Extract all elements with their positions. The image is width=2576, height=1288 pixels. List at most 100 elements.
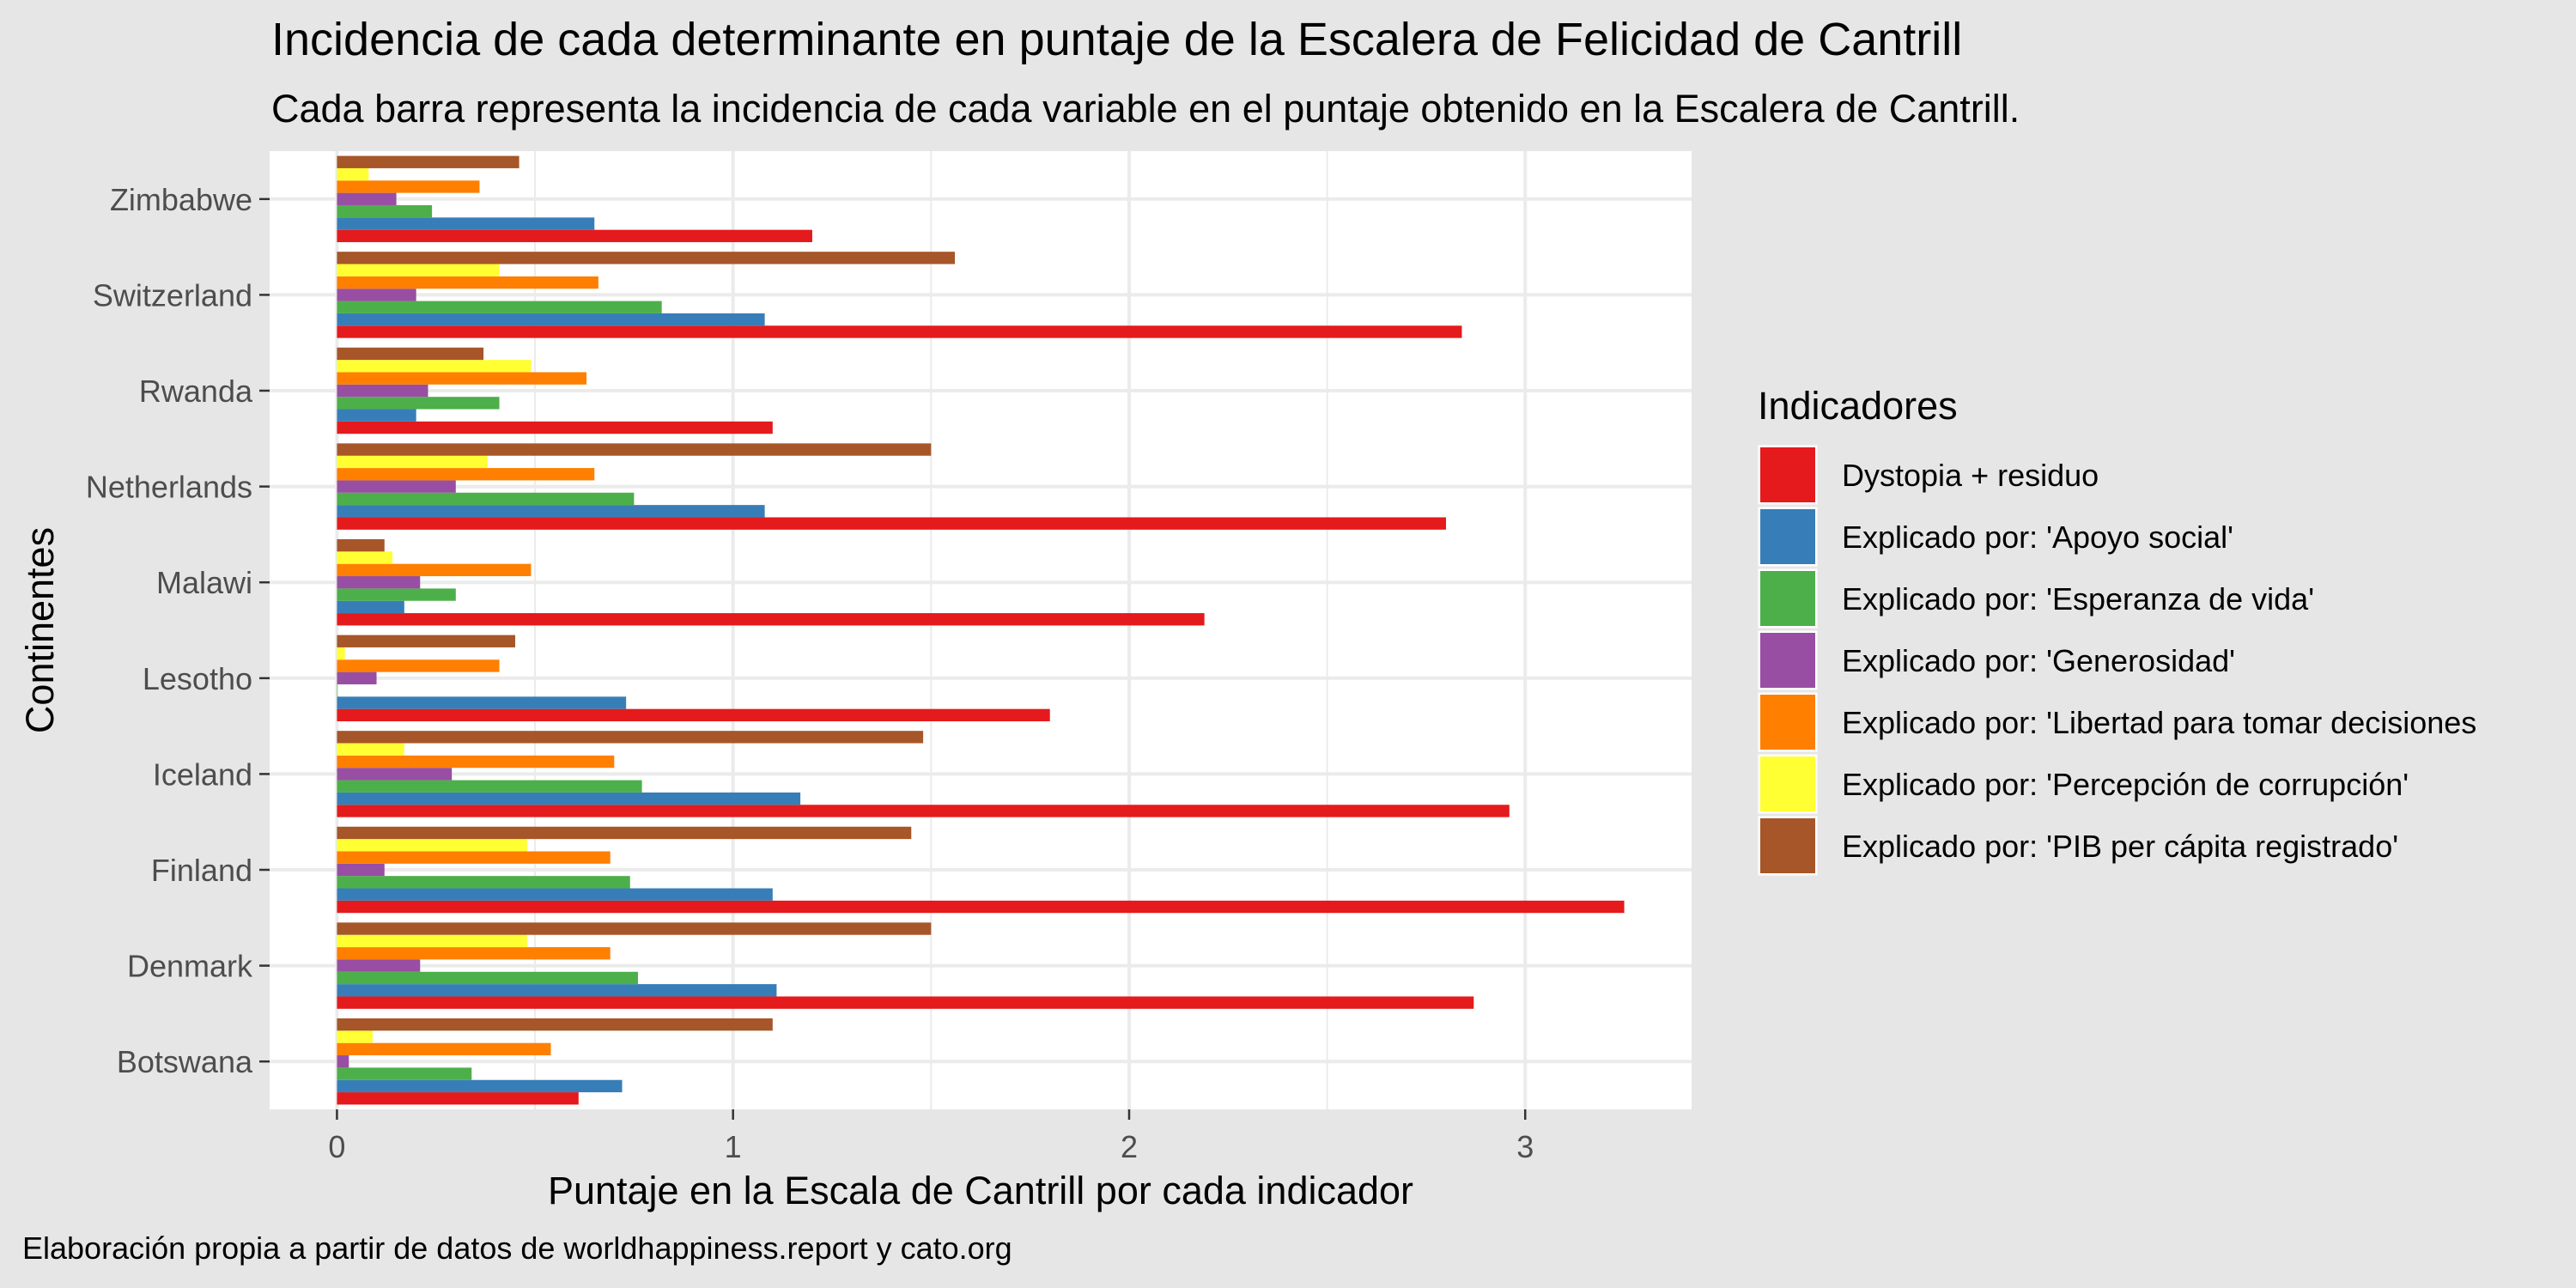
bar-zimbabwe-5 (337, 180, 480, 193)
y-tick-label: Zimbabwe (110, 182, 252, 217)
y-tick-label: Netherlands (86, 470, 252, 505)
bar-iceland-3 (337, 780, 642, 793)
bar-denmark-5 (337, 947, 611, 960)
legend-label: Explicado por: 'Apoyo social' (1842, 519, 2233, 555)
bar-malawi-6 (337, 551, 392, 564)
gridlines (270, 151, 1692, 1109)
bar-malawi-1 (337, 613, 1205, 626)
bar-malawi-5 (337, 563, 532, 577)
bar-rwanda-1 (337, 421, 773, 434)
bar-botswana-4 (337, 1055, 349, 1068)
bar-botswana-1 (337, 1092, 579, 1105)
bar-zimbabwe-1 (337, 229, 812, 243)
bar-denmark-2 (337, 984, 777, 997)
x-tick-label: 0 (328, 1129, 345, 1164)
bar-rwanda-4 (337, 384, 428, 398)
bar-netherlands-5 (337, 468, 595, 481)
legend-label: Explicado por: 'PIB per cápita registrad… (1842, 829, 2398, 864)
bar-switzerland-7 (337, 252, 956, 264)
bar-rwanda-2 (337, 409, 416, 422)
y-axis-title: Continentes (18, 527, 62, 733)
y-tick-label: Switzerland (93, 277, 252, 313)
y-tick-label: Iceland (153, 756, 252, 792)
bar-lesotho-4 (337, 671, 377, 684)
legend-label: Explicado por: 'Generosidad' (1842, 643, 2235, 678)
bar-netherlands-2 (337, 505, 765, 518)
bar-finland-4 (337, 863, 385, 877)
bar-switzerland-6 (337, 264, 500, 276)
legend-key-swatch (1759, 446, 1817, 504)
bar-malawi-4 (337, 576, 421, 589)
legend-key-swatch (1759, 693, 1817, 751)
bar-malawi-7 (337, 538, 385, 552)
bar-finland-3 (337, 876, 630, 889)
bar-botswana-3 (337, 1067, 472, 1080)
bar-denmark-7 (337, 922, 932, 935)
legend-label: Explicado por: 'Percepción de corrupción… (1842, 767, 2409, 802)
bar-netherlands-7 (337, 443, 932, 456)
bar-rwanda-5 (337, 372, 587, 385)
bar-malawi-2 (337, 600, 404, 614)
bar-finland-7 (337, 826, 912, 840)
x-axis-title: Puntaje en la Escala de Cantrill por cad… (548, 1169, 1413, 1212)
bar-netherlands-1 (337, 517, 1447, 530)
bar-zimbabwe-3 (337, 204, 433, 218)
legend-key-swatch (1759, 817, 1817, 875)
x-tick-label: 2 (1121, 1129, 1138, 1164)
chart-title: Incidencia de cada determinante en punta… (271, 14, 1962, 65)
legend-key-swatch (1759, 631, 1817, 690)
y-tick-label: Rwanda (139, 374, 253, 409)
legend-label: Dystopia + residuo (1842, 458, 2099, 493)
legend-label: Explicado por: 'Esperanza de vida' (1842, 581, 2314, 617)
bar-netherlands-6 (337, 455, 488, 469)
bar-zimbabwe-2 (337, 217, 595, 230)
bar-iceland-5 (337, 755, 615, 769)
bar-iceland-6 (337, 743, 404, 756)
bar-rwanda-7 (337, 347, 484, 361)
bar-lesotho-1 (337, 708, 1050, 722)
bar-denmark-4 (337, 959, 421, 972)
bar-finland-6 (337, 839, 527, 852)
bar-finland-2 (337, 888, 773, 901)
y-tick-label: Botswana (117, 1044, 253, 1079)
bar-netherlands-3 (337, 492, 635, 506)
legend-title: Indicadores (1758, 384, 1958, 428)
bar-rwanda-6 (337, 360, 532, 373)
bar-iceland-7 (337, 731, 924, 744)
x-tick-label: 3 (1516, 1129, 1534, 1164)
y-tick-label: Malawi (156, 565, 252, 600)
bar-finland-5 (337, 851, 611, 864)
legend-key-swatch (1759, 569, 1817, 628)
legend-key-swatch (1759, 755, 1817, 813)
legend-key-swatch (1759, 507, 1817, 566)
bar-botswana-6 (337, 1030, 373, 1043)
y-tick-label: Denmark (127, 949, 253, 984)
bar-denmark-1 (337, 996, 1474, 1009)
x-tick-label: 1 (725, 1129, 742, 1164)
bar-lesotho-5 (337, 659, 500, 672)
bars (337, 155, 1625, 1105)
bar-switzerland-4 (337, 289, 416, 301)
bar-finland-1 (337, 900, 1625, 914)
bar-denmark-3 (337, 971, 638, 985)
bar-denmark-6 (337, 934, 527, 948)
bar-switzerland-2 (337, 313, 765, 326)
chart-subtitle: Cada barra representa la incidencia de c… (271, 87, 2020, 131)
bar-iceland-4 (337, 768, 453, 781)
bar-botswana-7 (337, 1018, 773, 1031)
bar-lesotho-2 (337, 696, 627, 709)
bar-botswana-5 (337, 1042, 551, 1056)
bar-zimbabwe-4 (337, 192, 397, 205)
bar-lesotho-7 (337, 635, 515, 647)
bar-rwanda-3 (337, 397, 500, 410)
bar-botswana-2 (337, 1079, 623, 1093)
bar-switzerland-3 (337, 301, 662, 313)
chart-caption: Elaboración propia a partir de datos de … (22, 1230, 1012, 1266)
bar-zimbabwe-7 (337, 155, 519, 168)
bar-zimbabwe-6 (337, 167, 369, 181)
legend-label: Explicado por: 'Libertad para tomar deci… (1842, 705, 2476, 740)
y-tick-label: Finland (151, 853, 252, 888)
bar-netherlands-4 (337, 480, 456, 493)
bar-switzerland-5 (337, 276, 598, 289)
